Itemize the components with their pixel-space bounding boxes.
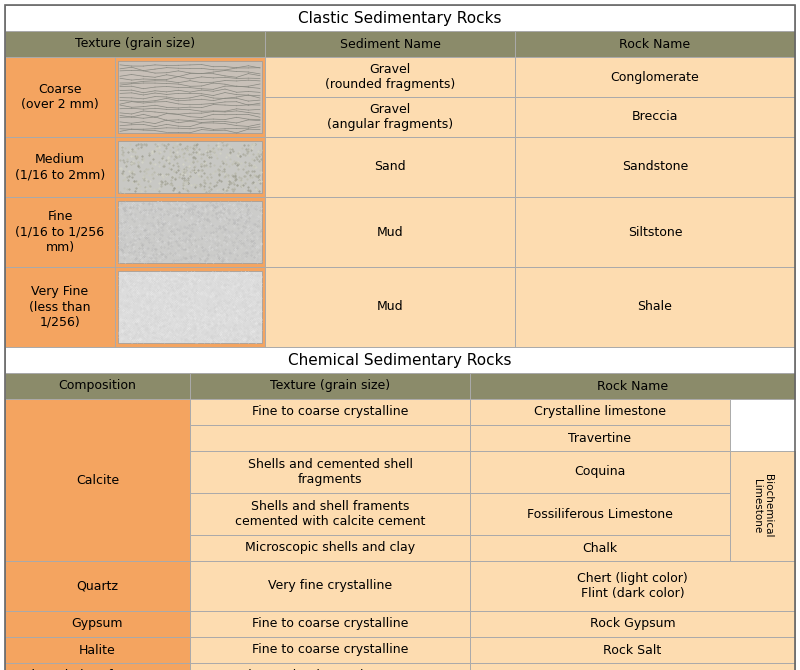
Bar (190, 611, 470, 637)
Text: Chalk: Chalk (582, 541, 618, 555)
Text: Fine to coarse crystalline: Fine to coarse crystalline (252, 618, 408, 630)
Text: Shells and cemented shell
fragments: Shells and cemented shell fragments (247, 458, 413, 486)
Text: Texture (grain size): Texture (grain size) (75, 38, 195, 50)
Bar (5, 663, 190, 670)
Bar (190, 399, 470, 425)
Text: Very Fine
(less than
1/256): Very Fine (less than 1/256) (30, 285, 90, 328)
Text: Fine
(1/16 to 1/256
mm): Fine (1/16 to 1/256 mm) (15, 210, 105, 253)
Bar (470, 451, 730, 493)
Bar (265, 97, 515, 137)
Text: Halite: Halite (79, 643, 116, 657)
Bar (5, 611, 190, 637)
Bar (265, 197, 515, 267)
Bar (470, 535, 730, 561)
Text: Chemical Sedimentary Rocks: Chemical Sedimentary Rocks (288, 352, 512, 368)
Text: Rock Name: Rock Name (597, 379, 668, 393)
Text: Siltstone: Siltstone (628, 226, 682, 239)
Text: Sandstone: Sandstone (622, 161, 688, 174)
Text: Biochemical
Limestone: Biochemical Limestone (752, 474, 774, 538)
Bar (190, 425, 470, 451)
Text: Fine to coarse crystalline: Fine to coarse crystalline (252, 405, 408, 419)
Text: Microscopic shells and clay: Microscopic shells and clay (245, 541, 415, 555)
Text: Gypsum: Gypsum (72, 618, 123, 630)
Text: Medium
(1/16 to 2mm): Medium (1/16 to 2mm) (15, 153, 105, 181)
Bar (118, 61, 262, 133)
Text: Gravel
(rounded fragments): Gravel (rounded fragments) (325, 63, 455, 91)
Bar (5, 637, 190, 663)
Bar (470, 637, 795, 663)
Text: Sand: Sand (374, 161, 406, 174)
Bar (190, 561, 470, 611)
Bar (515, 137, 795, 197)
Text: Quartz: Quartz (77, 580, 118, 592)
Text: Chert (light color)
Flint (dark color): Chert (light color) Flint (dark color) (577, 572, 688, 600)
Text: Crystalline limestone: Crystalline limestone (534, 405, 666, 419)
Text: Composition: Composition (58, 379, 137, 393)
Bar (470, 663, 795, 670)
Text: Shale: Shale (638, 301, 673, 314)
Bar (515, 197, 795, 267)
Bar (5, 57, 115, 137)
Text: Coarse
(over 2 mm): Coarse (over 2 mm) (21, 83, 99, 111)
Bar (470, 373, 795, 399)
Bar (5, 561, 190, 611)
Text: Clastic Sedimentary Rocks: Clastic Sedimentary Rocks (298, 11, 502, 25)
Bar (265, 267, 515, 347)
Text: Very fine crystalline: Very fine crystalline (268, 580, 392, 592)
Text: Rock Name: Rock Name (619, 38, 690, 50)
Bar (190, 493, 470, 535)
Bar (115, 197, 265, 267)
Bar (118, 141, 262, 193)
Text: Rock Salt: Rock Salt (603, 643, 662, 657)
Text: Travertine: Travertine (569, 431, 631, 444)
Bar (470, 493, 730, 535)
Bar (5, 399, 190, 561)
Bar (265, 137, 515, 197)
Bar (5, 137, 115, 197)
Bar (470, 611, 795, 637)
Text: Shells and shell framents
cemented with calcite cement: Shells and shell framents cemented with … (235, 500, 425, 528)
Text: Coquina: Coquina (574, 466, 626, 478)
Text: Gravel
(angular fragments): Gravel (angular fragments) (327, 103, 453, 131)
Bar (190, 451, 470, 493)
Bar (5, 197, 115, 267)
Text: Fine to coarse crystalline: Fine to coarse crystalline (252, 643, 408, 657)
Text: Calcite: Calcite (76, 474, 119, 486)
Bar (265, 31, 515, 57)
Bar (5, 373, 190, 399)
Bar (118, 271, 262, 343)
Bar (515, 97, 795, 137)
Bar (190, 373, 470, 399)
Bar (115, 57, 265, 137)
Bar (5, 31, 265, 57)
Text: Fossiliferous Limestone: Fossiliferous Limestone (527, 507, 673, 521)
Bar (115, 267, 265, 347)
Text: Mud: Mud (377, 301, 403, 314)
Bar (515, 267, 795, 347)
Bar (190, 637, 470, 663)
Bar (5, 5, 795, 31)
Bar (190, 663, 470, 670)
Bar (115, 137, 265, 197)
Text: Rock Gypsum: Rock Gypsum (590, 618, 675, 630)
Bar (515, 31, 795, 57)
Text: Texture (grain size): Texture (grain size) (270, 379, 390, 393)
Bar (515, 57, 795, 97)
Text: Conglomerate: Conglomerate (610, 70, 699, 84)
Bar (118, 201, 262, 263)
Bar (5, 267, 115, 347)
Text: Breccia: Breccia (632, 111, 678, 123)
Bar (470, 561, 795, 611)
Text: Sediment Name: Sediment Name (339, 38, 441, 50)
Bar (730, 451, 795, 561)
Text: Mud: Mud (377, 226, 403, 239)
Bar (470, 425, 730, 451)
Bar (265, 57, 515, 97)
Bar (470, 399, 730, 425)
Bar (190, 535, 470, 561)
Bar (5, 347, 795, 373)
